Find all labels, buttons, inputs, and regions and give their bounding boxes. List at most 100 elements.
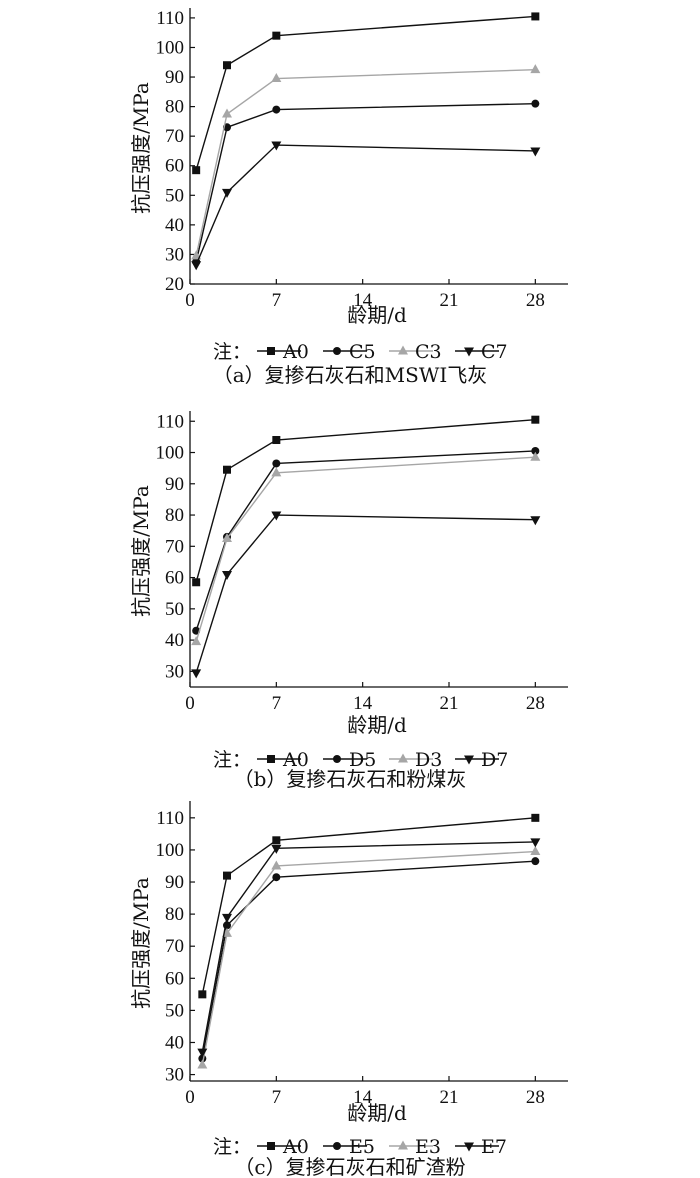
data-point bbox=[271, 73, 282, 83]
y-axis-title: 抗压强度/MPa bbox=[129, 877, 153, 1009]
data-point bbox=[531, 813, 540, 822]
legend-label: A0 bbox=[282, 341, 309, 363]
chart-caption: （a）复掺石灰石和MSWI飞灰 bbox=[213, 363, 488, 387]
legend-label: E5 bbox=[349, 1136, 375, 1158]
legend-item: C5 bbox=[323, 341, 376, 363]
x-tick-label: 28 bbox=[526, 693, 545, 714]
series-line bbox=[195, 456, 536, 642]
x-tick-label: 0 bbox=[185, 693, 195, 714]
data-point bbox=[531, 99, 540, 108]
series-line bbox=[195, 15, 536, 171]
legend-label: D7 bbox=[481, 749, 508, 771]
series-a0 bbox=[192, 12, 540, 175]
legend-marker bbox=[333, 1142, 341, 1150]
axes: 30 40 50 60 70 80 90 100 110 0 7 14 21 28 bbox=[156, 411, 568, 714]
series-e5 bbox=[198, 857, 540, 1063]
y-tick-label: 60 bbox=[165, 156, 184, 177]
y-axis-title: 抗压强度/MPa bbox=[129, 485, 153, 617]
x-tick-label: 21 bbox=[440, 693, 459, 714]
legend-label: A0 bbox=[282, 749, 309, 771]
y-tick-label: 100 bbox=[156, 37, 185, 58]
y-tick-label: 90 bbox=[165, 474, 184, 495]
legend-label: C3 bbox=[415, 341, 442, 363]
data-point bbox=[222, 108, 232, 118]
data-point bbox=[272, 873, 281, 882]
series-line bbox=[201, 860, 536, 1059]
legend-marker bbox=[398, 753, 408, 763]
y-tick-label: 40 bbox=[165, 215, 184, 236]
data-point bbox=[222, 532, 232, 542]
legend: 注： A0 D5 D3 D7 bbox=[213, 749, 508, 771]
legend-item: C3 bbox=[389, 341, 442, 363]
axes: 30 40 50 60 70 80 90 100 110 0 7 14 21 28 bbox=[156, 801, 568, 1108]
y-tick-label: 70 bbox=[165, 536, 184, 557]
data-point bbox=[222, 913, 232, 923]
series-c7 bbox=[191, 141, 541, 271]
legend-item: D3 bbox=[389, 749, 442, 771]
series-e7 bbox=[197, 838, 541, 1058]
chart-caption: （b）复掺石灰石和粉煤灰 bbox=[234, 767, 467, 791]
series-line bbox=[201, 817, 536, 995]
series-a0 bbox=[198, 813, 540, 999]
legend-marker bbox=[267, 755, 275, 763]
legend: 注： A0 E5 E3 E7 bbox=[213, 1136, 507, 1158]
y-tick-label: 70 bbox=[165, 126, 184, 147]
series-line bbox=[195, 418, 536, 583]
y-tick-label: 100 bbox=[156, 443, 185, 464]
legend-prefix: 注： bbox=[213, 341, 251, 363]
x-tick-label: 21 bbox=[440, 1087, 459, 1108]
y-tick-label: 50 bbox=[165, 185, 184, 206]
series-c5 bbox=[192, 99, 540, 266]
y-axis-title: 抗压强度/MPa bbox=[129, 82, 153, 214]
legend-label: C7 bbox=[481, 341, 508, 363]
y-tick-label: 70 bbox=[165, 936, 184, 957]
legend-marker bbox=[333, 755, 341, 763]
legend-item: C7 bbox=[455, 341, 508, 363]
legend-item: E7 bbox=[455, 1136, 507, 1158]
chart-panel-c: 30 40 50 60 70 80 90 100 110 0 7 14 21 28 龄期/d 抗压强度/MPa… bbox=[129, 801, 568, 1178]
data-point bbox=[531, 857, 540, 866]
data-point bbox=[192, 578, 201, 587]
series-line bbox=[201, 841, 536, 1053]
data-point bbox=[530, 147, 541, 157]
y-tick-label: 60 bbox=[165, 568, 184, 589]
series-a0 bbox=[192, 415, 540, 587]
y-tick-label: 30 bbox=[165, 1065, 184, 1086]
data-point bbox=[191, 636, 202, 646]
legend-marker bbox=[464, 1142, 474, 1152]
x-tick-label: 14 bbox=[353, 290, 373, 311]
series-line bbox=[201, 850, 536, 1066]
data-point bbox=[530, 846, 541, 856]
y-tick-label: 50 bbox=[165, 1000, 184, 1021]
legend-label: D5 bbox=[349, 749, 376, 771]
x-tick-label: 7 bbox=[272, 1087, 282, 1108]
data-point bbox=[531, 415, 540, 424]
legend-marker bbox=[398, 345, 408, 355]
data-point bbox=[530, 64, 541, 74]
axes: 20 30 40 50 60 70 80 90 100 110 0 7 14 21 28 bbox=[156, 8, 568, 311]
y-tick-label: 30 bbox=[165, 661, 184, 682]
series-d7 bbox=[191, 511, 541, 679]
y-tick-label: 20 bbox=[165, 274, 184, 295]
x-tick-label: 0 bbox=[185, 1087, 195, 1108]
legend-item: A0 bbox=[257, 749, 309, 771]
series-line bbox=[195, 102, 536, 262]
data-point bbox=[197, 1059, 208, 1069]
data-point bbox=[223, 465, 231, 474]
x-axis-title: 龄期/d bbox=[347, 713, 407, 737]
y-tick-label: 30 bbox=[165, 244, 184, 265]
series-line bbox=[195, 450, 536, 631]
data-point bbox=[530, 838, 541, 848]
data-point bbox=[192, 166, 201, 175]
data-point bbox=[531, 446, 540, 455]
y-tick-label: 50 bbox=[165, 599, 184, 620]
data-point bbox=[198, 990, 207, 999]
data-point bbox=[191, 669, 202, 679]
legend-label: E3 bbox=[415, 1136, 441, 1158]
series-line bbox=[195, 144, 536, 266]
legend-label: D3 bbox=[415, 749, 442, 771]
data-point bbox=[531, 12, 540, 21]
legend-item: D5 bbox=[323, 749, 376, 771]
y-tick-label: 40 bbox=[165, 630, 184, 651]
chart-caption: （c）复掺石灰石和矿渣粉 bbox=[234, 1155, 465, 1178]
